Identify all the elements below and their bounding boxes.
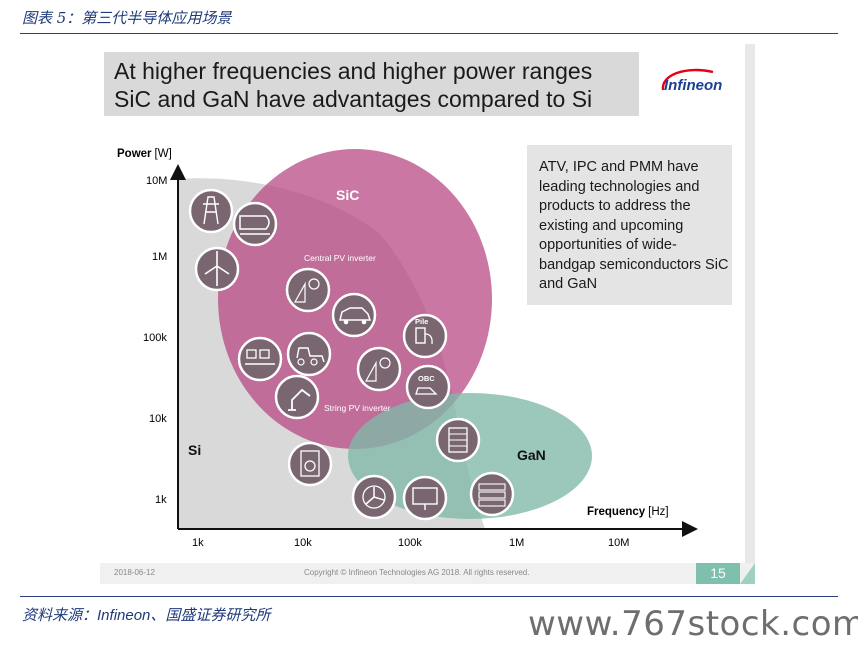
washing-machine-icon (287, 441, 333, 487)
string-pv-label: String PV inverter (324, 403, 391, 413)
info-text: ATV, IPC and PMM have leading technologi… (539, 159, 729, 292)
footer-date: 2018-06-12 (114, 568, 155, 577)
slide: At higher frequencies and higher power r… (100, 44, 755, 584)
train-icon (232, 201, 278, 247)
power-tower-icon (188, 188, 234, 234)
car-icon (331, 292, 377, 338)
central-pv-label: Central PV inverter (304, 253, 376, 263)
page-number: 15 (696, 563, 740, 584)
tv-icon (402, 475, 448, 521)
robot-arm-icon (274, 374, 320, 420)
solar-sun-icon (285, 267, 331, 313)
x-tick-label: 10M (608, 537, 629, 549)
x-tick-label: 1k (192, 537, 204, 549)
ev-charger-icon: Pile (402, 313, 448, 359)
x-tick-label: 10k (294, 537, 312, 549)
y-tick-label: 10M (146, 175, 167, 187)
solar-sun-icon (356, 346, 402, 392)
y-tick-label: 10k (149, 413, 167, 425)
x-tick-label: 100k (398, 537, 422, 549)
obc-label: OBC (418, 374, 435, 383)
infineon-logo: Infineon (661, 68, 722, 94)
onboard-charger-icon: OBC (405, 364, 451, 410)
source-prefix: 资料来源： (22, 606, 98, 624)
x-tick-label: 1M (509, 537, 524, 549)
pile-label: Pile (415, 317, 428, 326)
gan-label: GaN (517, 447, 546, 463)
y-axis-title: Power [W] (117, 148, 172, 160)
slide-title-line-1: At higher frequencies and higher power r… (114, 58, 593, 84)
fan-icon (351, 474, 397, 520)
sic-label: SiC (336, 187, 359, 203)
title-box: At higher frequencies and higher power r… (104, 52, 639, 116)
slide-title-line-2: SiC and GaN have advantages compared to … (114, 86, 593, 112)
server-rack-icon (435, 417, 481, 463)
y-tick-label: 1M (152, 251, 167, 263)
conveyor-icon (237, 336, 283, 382)
y-tick-label: 100k (143, 332, 167, 344)
x-axis-title: Frequency [Hz] (587, 506, 669, 518)
figure-caption: 图表 5：第三代半导体应用场景 (22, 9, 232, 27)
server-blade-icon (469, 471, 515, 517)
wind-turbine-icon (194, 246, 240, 292)
loader-icon (286, 331, 332, 377)
top-rule (20, 33, 838, 34)
bottom-rule (20, 596, 838, 597)
source-suffix: 、国盛证券研究所 (150, 606, 271, 624)
y-tick-label: 1k (155, 494, 167, 506)
watermark: www.767stock.com (528, 604, 858, 644)
footer-copyright: Copyright © Infineon Technologies AG 201… (304, 568, 530, 577)
source-brand: Infineon (97, 607, 151, 624)
info-box: ATV, IPC and PMM have leading technologi… (527, 145, 732, 305)
logo-text: Infineon (664, 77, 722, 94)
source-caption: 资料来源：Infineon、国盛证券研究所 (22, 604, 270, 625)
application-diagram: Power [W] Frequency [Hz] 10M 1M 100k 10k 1… (117, 148, 698, 549)
si-label: Si (188, 442, 201, 458)
